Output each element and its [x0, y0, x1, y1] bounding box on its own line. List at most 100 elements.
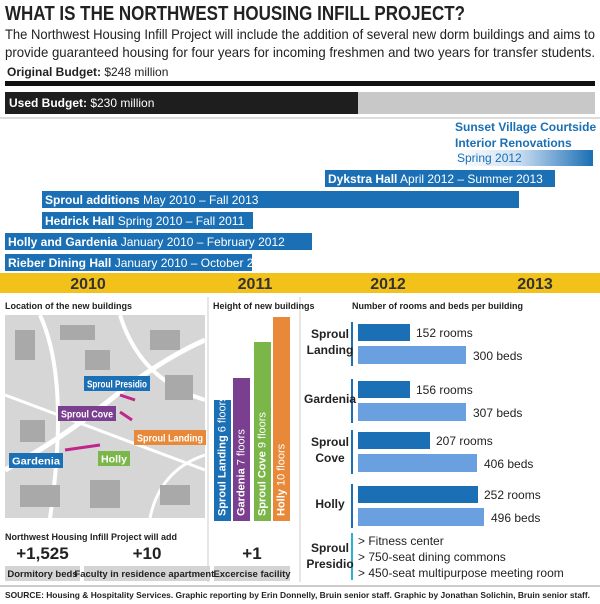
label: +1 [242, 544, 261, 563]
year: 2010 [70, 276, 106, 293]
beds-bar [358, 508, 484, 526]
value: $230 million [87, 96, 154, 110]
project-bar [42, 191, 519, 208]
label: Number of rooms and beds per building [352, 301, 523, 311]
rooms: 152 rooms [416, 326, 473, 340]
label: Sproul [311, 327, 349, 341]
map-label-box [84, 376, 150, 391]
label: Holly [101, 455, 127, 466]
building-name: Holly [315, 497, 345, 511]
height-label: Gardenia 7 floors [235, 429, 247, 516]
label: Sunset Village Courtside [455, 120, 596, 134]
rooms-bar [358, 432, 430, 449]
label: WHAT IS THE NORTHWEST HOUSING INFILL PRO… [5, 3, 465, 25]
label: 2011 [238, 276, 273, 293]
subtitle: provide guaranteed housing for four year… [5, 44, 595, 60]
value: 156 rooms [416, 383, 473, 397]
project: Holly and Gardenia January 2010 – Februa… [8, 235, 285, 249]
beds-bar [358, 454, 477, 472]
label: Gardenia [12, 457, 60, 468]
map-label-box [58, 406, 116, 421]
value: 10 floors [275, 443, 287, 489]
value: April 2012 – Summer 2013 [397, 172, 543, 186]
rooms-bar [358, 486, 478, 503]
label: Used Budget: [9, 96, 87, 110]
stat-value: +1,525 [16, 544, 68, 563]
building-name: Gardenia [304, 392, 356, 406]
label: Holly [315, 497, 345, 511]
value: January 2010 – February 2012 [117, 235, 285, 249]
value: Spring 2012 [457, 151, 522, 165]
label: Sproul [311, 435, 349, 449]
label: Sproul additions [45, 193, 140, 207]
height-bar [233, 378, 250, 521]
subtitle: The Northwest Housing Infill Project wil… [5, 26, 595, 42]
source: SOURCE: Housing & Hospitality Services. … [5, 590, 590, 600]
building-name: Sproul [311, 327, 349, 341]
value: provide guaranteed housing for four year… [5, 44, 595, 60]
budget-used: Used Budget: $230 million [9, 96, 154, 110]
height-label: Sproul Landing 6 floors [216, 396, 228, 516]
map-label-box [134, 430, 206, 445]
map-label: Gardenia [12, 457, 60, 468]
beds: 406 beds [484, 457, 533, 471]
value: 307 beds [473, 406, 522, 420]
budget-bar [5, 81, 595, 86]
label: Location of the new buildings [5, 301, 132, 311]
label: SOURCE: Housing & Hospitality Services. … [5, 590, 590, 600]
label: Sproul Cove [256, 451, 268, 516]
height-label: Holly 10 floors [275, 443, 287, 516]
project: Dykstra Hall April 2012 – Summer 2013 [328, 172, 543, 186]
value: 6 floors [216, 396, 228, 436]
rooms: 252 rooms [484, 488, 541, 502]
label: 2013 [517, 276, 553, 293]
value: 152 rooms [416, 326, 473, 340]
label: Excercise facility [213, 569, 291, 580]
value: The Northwest Housing Infill Project wil… [5, 26, 595, 42]
value: Spring 2010 – Fall 2011 [114, 214, 244, 228]
label: 2010 [70, 276, 106, 293]
section-title: Northwest Housing Infill Project will ad… [5, 532, 177, 542]
building-name: Sproul [311, 541, 349, 555]
project-dates: Spring 2012 [457, 151, 522, 165]
label: Gardenia [235, 467, 247, 516]
year: 2011 [238, 276, 273, 293]
rooms-bar [358, 381, 410, 398]
label: Interior Renovations [455, 136, 572, 150]
beds: 300 beds [473, 349, 522, 363]
height-bar [273, 317, 290, 521]
label: +1,525 [16, 544, 68, 563]
year-axis [0, 273, 600, 293]
stat-label: Faculty in residence apartments [74, 569, 219, 580]
label: Northwest Housing Infill Project will ad… [5, 532, 177, 542]
label: Holly and Gardenia [8, 235, 118, 249]
stat-label: Excercise facility [213, 569, 291, 580]
map-label: Sproul Cove [61, 410, 113, 421]
value: > Fitness center [358, 534, 444, 548]
value: 252 rooms [484, 488, 541, 502]
label: Rieber Dining Hall [8, 256, 111, 270]
value: May 2010 – Fall 2013 [140, 193, 259, 207]
budget-original: Original Budget: $248 million [7, 65, 168, 79]
label: Sproul [311, 541, 349, 555]
beds: 307 beds [473, 406, 522, 420]
label: Sproul Landing [137, 434, 203, 445]
project-bar [325, 170, 555, 187]
project: Hedrick Hall Spring 2010 – Fall 2011 [45, 214, 245, 228]
label: Sproul Presidio [87, 380, 147, 391]
rooms: 156 rooms [416, 383, 473, 397]
section-title: Height of new buildings [213, 301, 315, 311]
beds-bar [358, 403, 466, 421]
stat-box [214, 566, 290, 581]
building-name: Sproul [311, 435, 349, 449]
label: Hedrick Hall [45, 214, 114, 228]
feature: > Fitness center [358, 534, 444, 548]
label: Dormitory beds [7, 569, 77, 580]
section-title: Number of rooms and beds per building [352, 301, 523, 311]
label: 2012 [370, 276, 406, 293]
value: $248 million [101, 65, 168, 79]
value: > 450-seat multipurpose meeting room [358, 566, 564, 580]
stat-box [84, 566, 210, 581]
